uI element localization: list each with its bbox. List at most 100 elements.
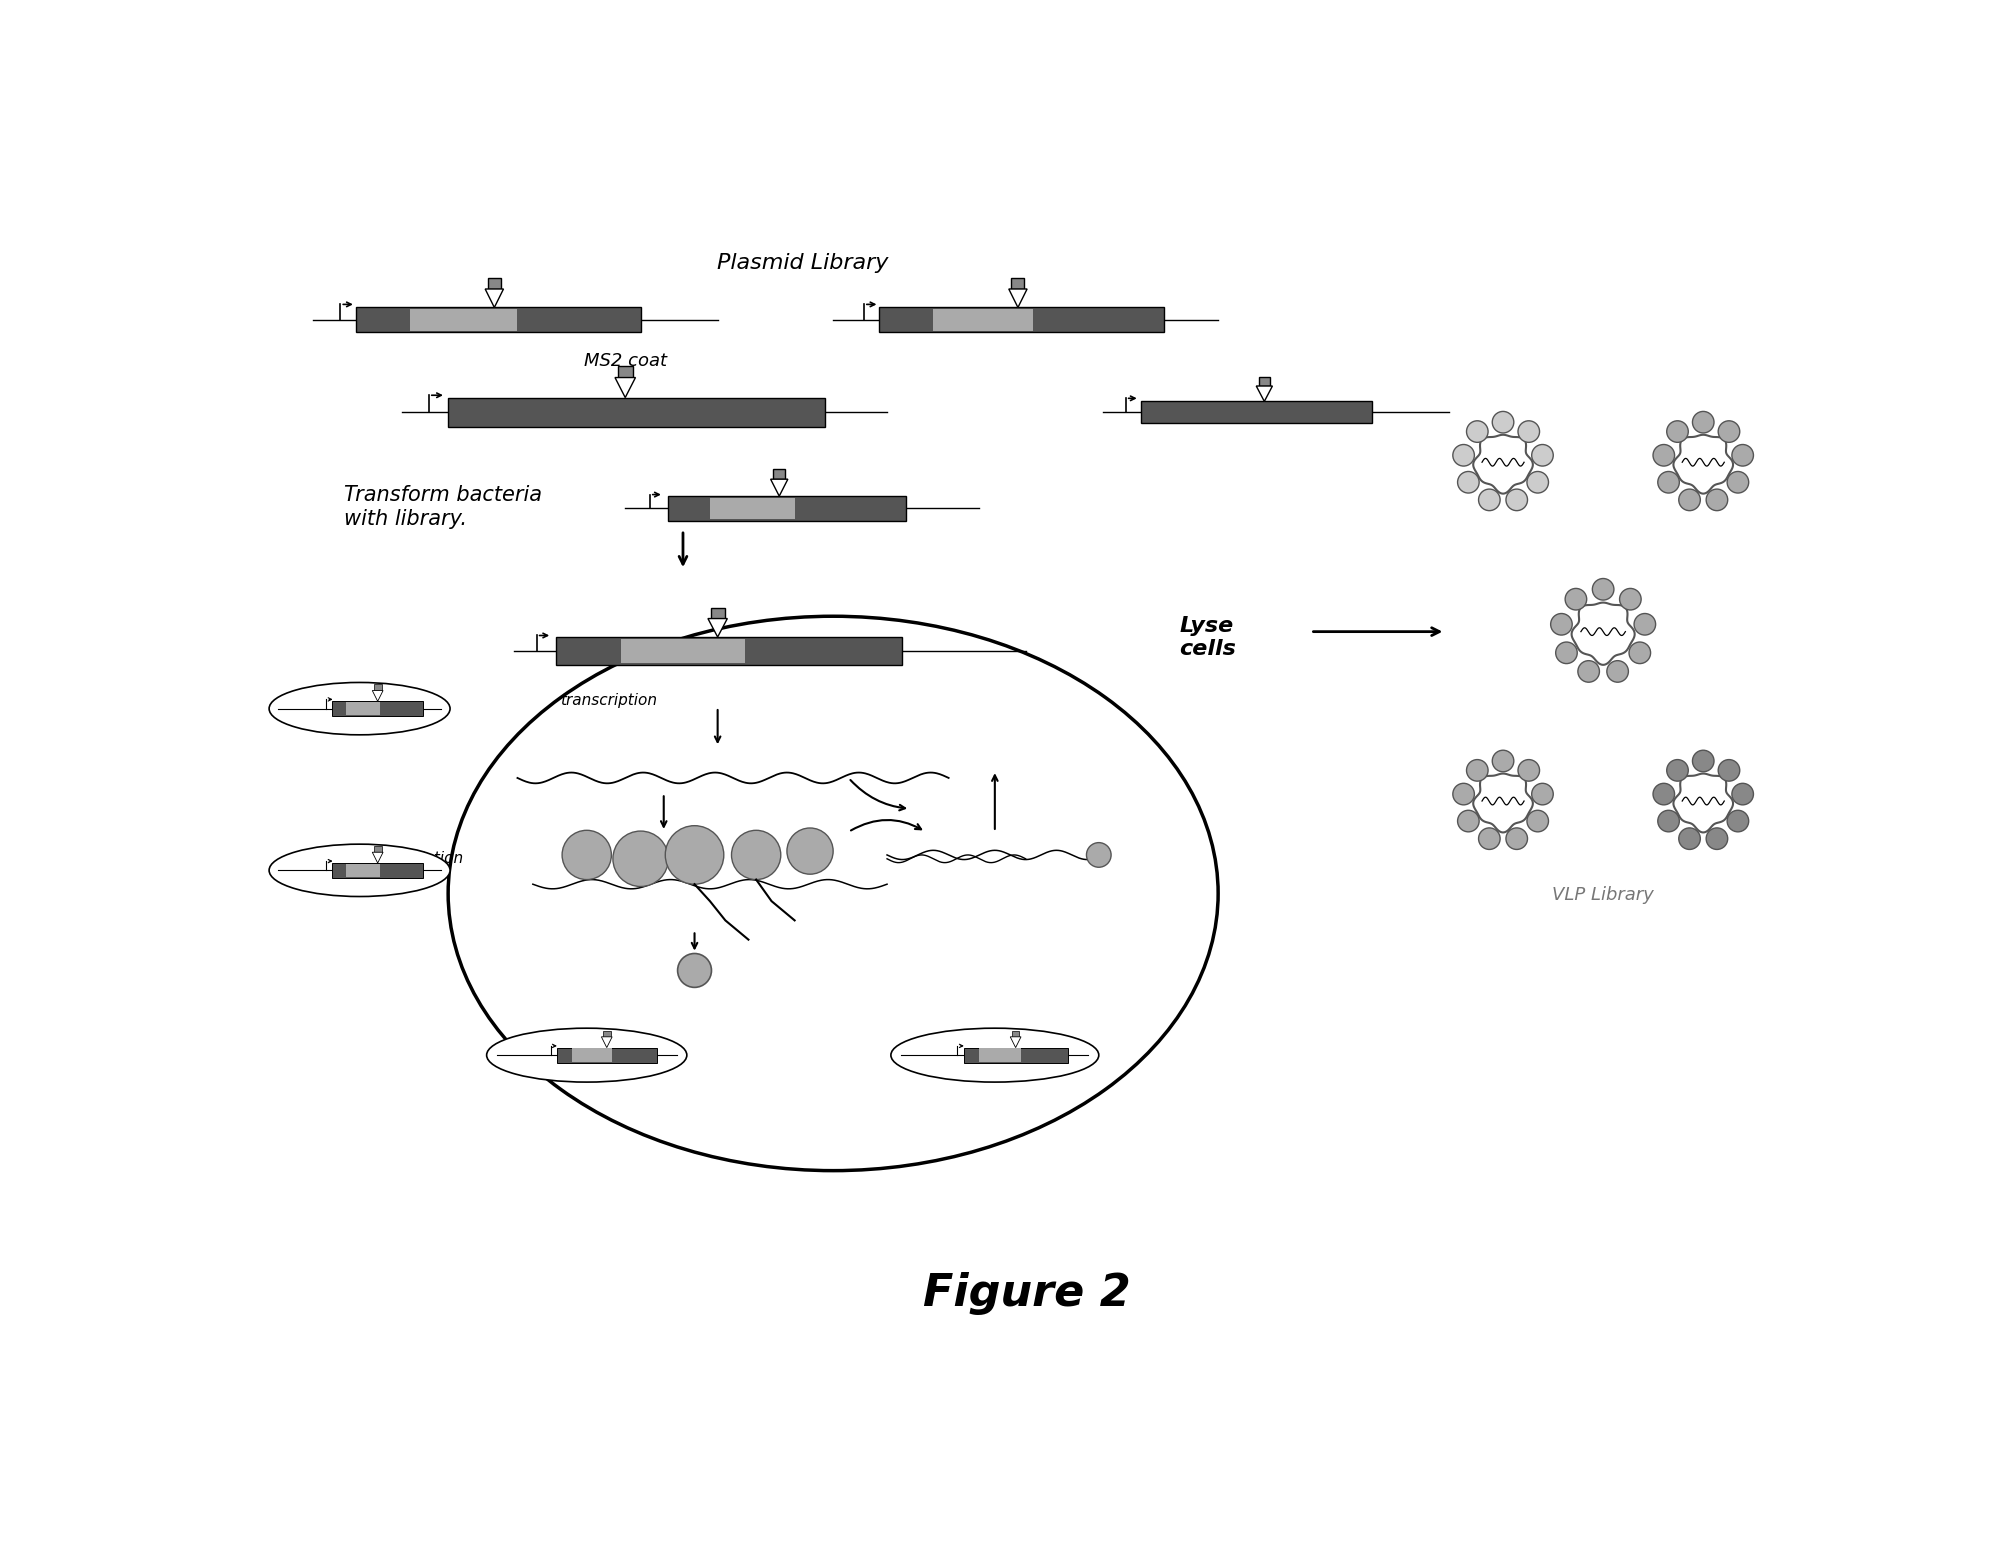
Circle shape [1678, 489, 1700, 510]
Circle shape [1458, 810, 1480, 831]
Circle shape [1454, 444, 1474, 466]
Bar [978, 1049, 1021, 1062]
Circle shape [1466, 760, 1488, 782]
Circle shape [1566, 589, 1586, 611]
Bar [373, 685, 381, 691]
Circle shape [1606, 660, 1628, 682]
Circle shape [1578, 660, 1600, 682]
Polygon shape [485, 288, 503, 307]
Bar [932, 308, 1033, 330]
Circle shape [1550, 614, 1572, 635]
Bar [333, 702, 423, 715]
Ellipse shape [449, 617, 1219, 1170]
Circle shape [1666, 421, 1688, 443]
Circle shape [1692, 412, 1714, 433]
Circle shape [1678, 828, 1700, 850]
Circle shape [1454, 783, 1474, 805]
Circle shape [1506, 828, 1528, 850]
Polygon shape [1011, 1036, 1021, 1047]
Circle shape [1506, 489, 1528, 510]
Ellipse shape [269, 843, 449, 896]
Text: translation: translation [381, 851, 463, 867]
Circle shape [1726, 810, 1748, 831]
Bar [347, 702, 381, 715]
Circle shape [1478, 828, 1500, 850]
Bar [618, 365, 632, 378]
Circle shape [678, 953, 712, 987]
Bar [373, 847, 381, 853]
Circle shape [1592, 578, 1614, 600]
Ellipse shape [269, 683, 449, 736]
Circle shape [1706, 828, 1728, 850]
Circle shape [1528, 472, 1548, 493]
Bar [355, 307, 642, 332]
Circle shape [1692, 751, 1714, 773]
Polygon shape [373, 853, 383, 864]
Text: Lyse
cells: Lyse cells [1179, 617, 1237, 660]
Circle shape [1620, 589, 1642, 611]
Bar [668, 497, 906, 521]
Polygon shape [1474, 435, 1534, 493]
Bar [487, 278, 501, 288]
Circle shape [1726, 472, 1748, 493]
Polygon shape [708, 618, 728, 637]
Polygon shape [1474, 774, 1534, 833]
Circle shape [732, 830, 780, 879]
Polygon shape [616, 378, 636, 398]
Polygon shape [1674, 435, 1732, 493]
Circle shape [1458, 472, 1480, 493]
Text: Figure 2: Figure 2 [922, 1272, 1131, 1315]
Ellipse shape [487, 1029, 688, 1082]
Bar [604, 1030, 612, 1036]
Circle shape [1478, 489, 1500, 510]
Circle shape [1532, 444, 1554, 466]
Bar [774, 469, 786, 480]
Polygon shape [602, 1036, 612, 1047]
Circle shape [1532, 783, 1554, 805]
Circle shape [1492, 751, 1514, 773]
Bar [333, 864, 423, 877]
Bar [1011, 278, 1025, 288]
Circle shape [666, 825, 724, 884]
Circle shape [1732, 444, 1754, 466]
Circle shape [1658, 810, 1680, 831]
Circle shape [786, 828, 834, 874]
Text: Transform bacteria
with library.: Transform bacteria with library. [345, 486, 541, 529]
Circle shape [1652, 444, 1674, 466]
Circle shape [1628, 641, 1650, 663]
Bar [1141, 401, 1371, 423]
Text: transcription: transcription [559, 694, 658, 708]
Circle shape [1634, 614, 1656, 635]
Circle shape [1666, 760, 1688, 782]
Bar [964, 1047, 1067, 1062]
Circle shape [614, 831, 668, 887]
Circle shape [1518, 421, 1540, 443]
Ellipse shape [890, 1029, 1099, 1082]
Circle shape [1518, 760, 1540, 782]
Circle shape [1466, 421, 1488, 443]
Bar [1013, 1030, 1019, 1036]
Bar [710, 498, 794, 520]
Bar [622, 638, 744, 663]
Circle shape [1732, 783, 1754, 805]
Circle shape [1087, 842, 1111, 867]
Bar [449, 398, 826, 427]
Circle shape [561, 830, 612, 879]
Polygon shape [770, 480, 788, 497]
Bar [409, 308, 517, 330]
Circle shape [1556, 641, 1578, 663]
Polygon shape [1572, 603, 1634, 665]
Circle shape [1718, 421, 1740, 443]
Circle shape [1652, 783, 1674, 805]
Polygon shape [1674, 774, 1732, 833]
Bar [347, 864, 381, 877]
Text: MS2 coat: MS2 coat [583, 352, 668, 370]
Text: VLP Library: VLP Library [1552, 885, 1654, 904]
Circle shape [1492, 412, 1514, 433]
Circle shape [1658, 472, 1680, 493]
Polygon shape [373, 691, 383, 702]
Bar [555, 637, 902, 665]
Bar [557, 1047, 658, 1062]
Circle shape [1718, 760, 1740, 782]
Bar [710, 608, 724, 618]
